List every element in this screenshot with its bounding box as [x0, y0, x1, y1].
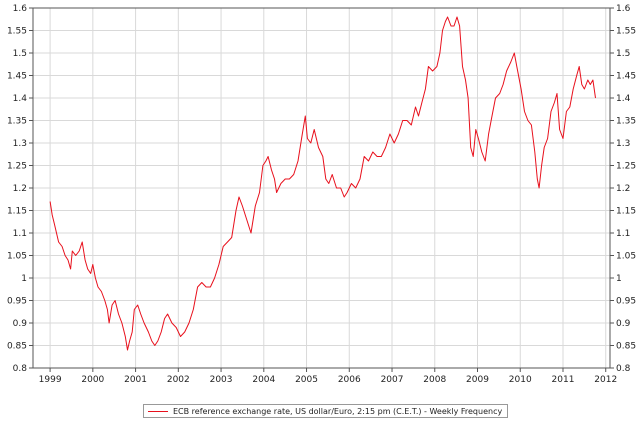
- y-tick-label-left: 1.6: [13, 4, 28, 14]
- y-tick-label-right: 1.05: [616, 252, 636, 262]
- x-tick-label: 2005: [295, 375, 318, 385]
- x-tick-label: 2007: [381, 375, 404, 385]
- x-tick-label: 2009: [466, 375, 489, 385]
- y-tick-label-right: 1.25: [616, 162, 636, 172]
- x-tick-label: 2003: [210, 375, 233, 385]
- legend-swatch: [148, 410, 168, 412]
- y-tick-label-left: 0.9: [13, 319, 28, 329]
- y-tick-label-left: 0.8: [13, 364, 28, 374]
- y-tick-label-left: 1.2: [13, 184, 27, 194]
- y-tick-label-right: 0.8: [616, 364, 631, 374]
- y-tick-label-left: 1.05: [7, 252, 27, 262]
- x-tick-label: 2006: [338, 375, 361, 385]
- y-tick-label-right: 0.95: [616, 297, 636, 307]
- x-tick-label: 2012: [594, 375, 617, 385]
- y-tick-label-left: 1.25: [7, 162, 27, 172]
- y-tick-label-left: 1.3: [13, 139, 27, 149]
- y-tick-label-left: 1: [21, 274, 27, 284]
- y-tick-label-left: 1.35: [7, 117, 27, 127]
- y-tick-label-right: 0.85: [616, 342, 636, 352]
- y-tick-label-right: 1.6: [616, 4, 631, 14]
- x-tick-label: 2001: [124, 375, 147, 385]
- y-tick-label-left: 1.1: [13, 229, 27, 239]
- y-tick-label-left: 1.5: [13, 49, 27, 59]
- y-tick-label-right: 1.45: [616, 72, 636, 82]
- y-tick-label-left: 1.4: [13, 94, 28, 104]
- y-tick-label-right: 1.35: [616, 117, 636, 127]
- y-tick-label-right: 1.55: [616, 27, 636, 37]
- x-tick-label: 2010: [509, 375, 532, 385]
- legend: ECB reference exchange rate, US dollar/E…: [143, 404, 509, 418]
- y-tick-label-left: 1.45: [7, 72, 27, 82]
- y-tick-label-right: 1.3: [616, 139, 630, 149]
- y-tick-label-left: 0.85: [7, 342, 27, 352]
- x-tick-label: 2008: [423, 375, 446, 385]
- y-tick-label-right: 1.4: [616, 94, 631, 104]
- x-tick-label: 1999: [39, 375, 62, 385]
- y-tick-label-right: 0.9: [616, 319, 631, 329]
- y-tick-label-right: 1.1: [616, 229, 630, 239]
- y-tick-label-right: 1.2: [616, 184, 630, 194]
- series-line: [49, 16, 596, 351]
- y-tick-label-right: 1: [616, 274, 622, 284]
- y-tick-label-right: 1.15: [616, 207, 636, 217]
- x-tick-label: 2002: [167, 375, 190, 385]
- x-tick-label: 2004: [252, 375, 275, 385]
- y-tick-label-left: 0.95: [7, 297, 27, 307]
- legend-label: ECB reference exchange rate, US dollar/E…: [173, 406, 503, 416]
- x-tick-label: 2000: [81, 375, 104, 385]
- grid: [33, 7, 610, 369]
- y-tick-label-left: 1.15: [7, 207, 27, 217]
- y-tick-label-left: 1.55: [7, 27, 27, 37]
- x-tick-label: 2011: [552, 375, 575, 385]
- y-tick-label-right: 1.5: [616, 49, 630, 59]
- axis-ticks: 0.8 0.8 0.85 0.85 0.9 0.9 0.95 0.95 1 1 1.05 1.05 1.…: [7, 4, 636, 385]
